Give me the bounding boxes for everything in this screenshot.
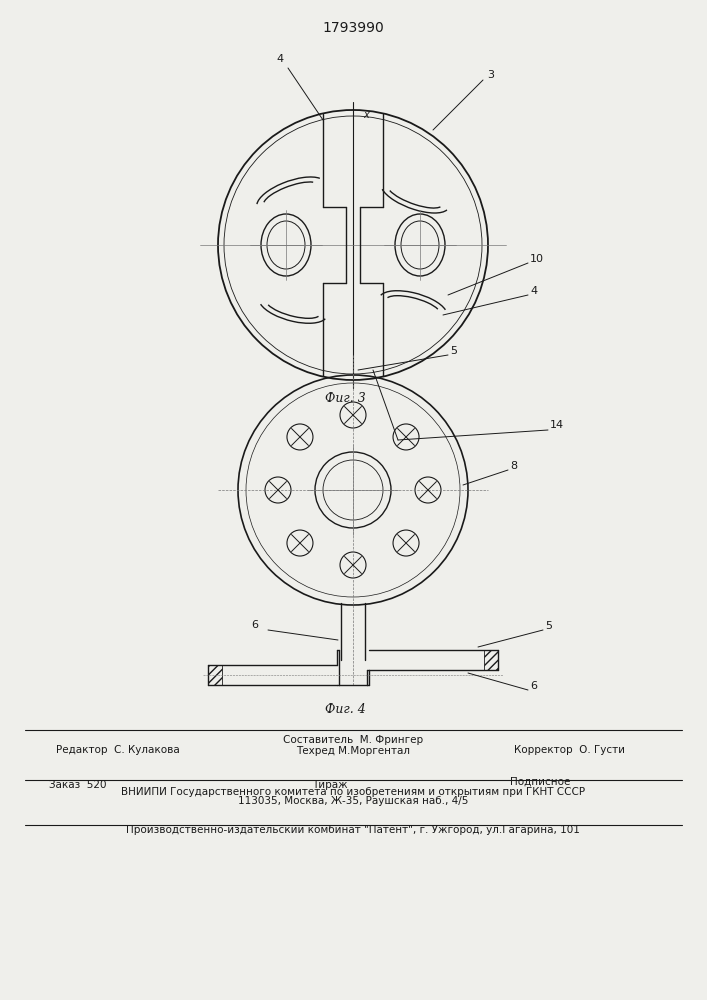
Text: Редактор  С. Кулакова: Редактор С. Кулакова — [56, 745, 180, 755]
Text: Заказ  520: Заказ 520 — [49, 780, 107, 790]
Bar — [484, 650, 498, 670]
Bar — [208, 665, 222, 685]
Bar — [208, 665, 222, 685]
Text: Подписное: Подписное — [510, 777, 570, 787]
Text: 4: 4 — [276, 54, 284, 64]
Bar — [484, 650, 498, 670]
Text: Корректор  О. Густи: Корректор О. Густи — [515, 745, 626, 755]
Text: Тираж: Тираж — [312, 780, 348, 790]
Text: Фиг. 4: Фиг. 4 — [325, 703, 366, 716]
Text: Техред М.Моргентал: Техред М.Моргентал — [296, 746, 410, 756]
Text: 5: 5 — [450, 346, 457, 356]
Text: 113035, Москва, Ж-35, Раушская наб., 4/5: 113035, Москва, Ж-35, Раушская наб., 4/5 — [238, 796, 468, 806]
Bar — [484, 650, 498, 670]
Text: ВНИИПИ Государственного комитета по изобретениям и открытиям при ГКНТ СССР: ВНИИПИ Государственного комитета по изоб… — [121, 787, 585, 797]
Text: 8: 8 — [510, 461, 517, 471]
Text: x: x — [363, 110, 369, 120]
Text: 3: 3 — [487, 70, 494, 80]
Text: 10: 10 — [530, 254, 544, 264]
Bar — [208, 665, 222, 685]
Text: 1793990: 1793990 — [322, 21, 384, 35]
Text: Производственно-издательский комбинат "Патент", г. Ужгород, ул.Гагарина, 101: Производственно-издательский комбинат "П… — [126, 825, 580, 835]
Bar — [484, 650, 498, 670]
Text: 5: 5 — [545, 621, 552, 631]
Text: 6: 6 — [530, 681, 537, 691]
Text: 14: 14 — [550, 420, 564, 430]
Text: 4: 4 — [530, 286, 537, 296]
Bar — [208, 665, 222, 685]
Text: 6: 6 — [251, 620, 258, 630]
Text: Составитель  М. Фрингер: Составитель М. Фрингер — [283, 735, 423, 745]
Text: Фиг. 3: Фиг. 3 — [325, 392, 366, 405]
